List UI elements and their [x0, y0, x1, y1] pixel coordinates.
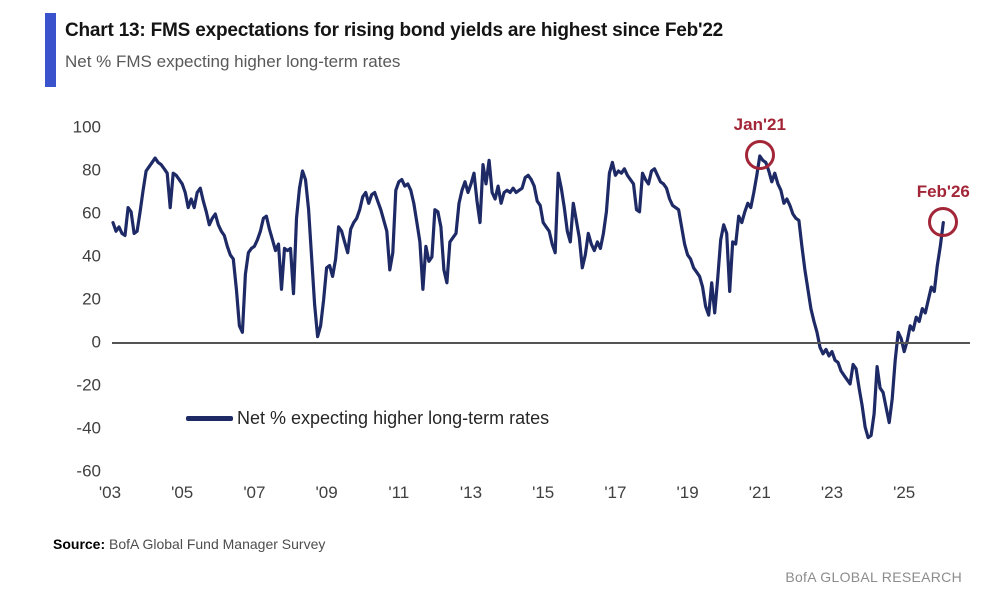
y-axis-tick-label: 80 — [82, 160, 101, 180]
chart-title: Chart 13: FMS expectations for rising bo… — [65, 20, 724, 41]
chart-legend: Net % expecting higher long-term rates — [186, 408, 549, 428]
x-axis-tick-label: '07 — [243, 483, 266, 502]
series-line — [111, 154, 945, 440]
zero-axis-line — [112, 342, 970, 344]
title-accent-bar — [45, 13, 56, 87]
annotation-circle — [744, 140, 775, 171]
brand-mark: BofA GLOBAL RESEARCH — [785, 569, 962, 585]
annotation-label: Jan'21 — [733, 114, 786, 134]
y-axis-tick-label: 100 — [72, 117, 101, 137]
chart-subtitle: Net % FMS expecting higher long-term rat… — [65, 52, 401, 71]
y-axis-tick-label: 0 — [91, 332, 101, 352]
x-axis-tick-label: '13 — [459, 483, 483, 502]
y-axis-tick-label: -40 — [76, 418, 101, 438]
x-axis-tick-label: '25 — [893, 483, 916, 502]
legend-line-swatch — [186, 415, 233, 421]
y-axis-tick-label: 40 — [82, 246, 101, 266]
legend-label: Net % expecting higher long-term rates — [237, 407, 550, 428]
x-axis-tick-label: '17 — [604, 483, 627, 502]
y-axis-tick-label: -20 — [76, 375, 101, 395]
x-axis-tick-label: '09 — [315, 483, 338, 502]
annotation-label: Feb'26 — [916, 181, 970, 201]
annotation-circle — [928, 207, 959, 238]
source-text: BofA Global Fund Manager Survey — [105, 536, 326, 552]
y-axis-tick-label: 60 — [82, 203, 101, 223]
x-axis-tick-label: '03 — [98, 483, 122, 502]
source-label: Source: — [53, 536, 106, 552]
x-axis-tick-label: '05 — [171, 483, 194, 502]
x-axis-tick-label: '11 — [388, 483, 410, 502]
x-axis-tick-label: '15 — [532, 483, 555, 502]
x-axis-tick-label: '19 — [676, 483, 699, 502]
y-axis-tick-label: 20 — [82, 289, 101, 309]
source-note: Source: BofA Global Fund Manager Survey — [53, 536, 325, 552]
x-axis-tick-label: '23 — [820, 483, 844, 502]
x-axis-tick-label: '21 — [748, 483, 771, 502]
y-axis-tick-label: -60 — [76, 461, 101, 481]
